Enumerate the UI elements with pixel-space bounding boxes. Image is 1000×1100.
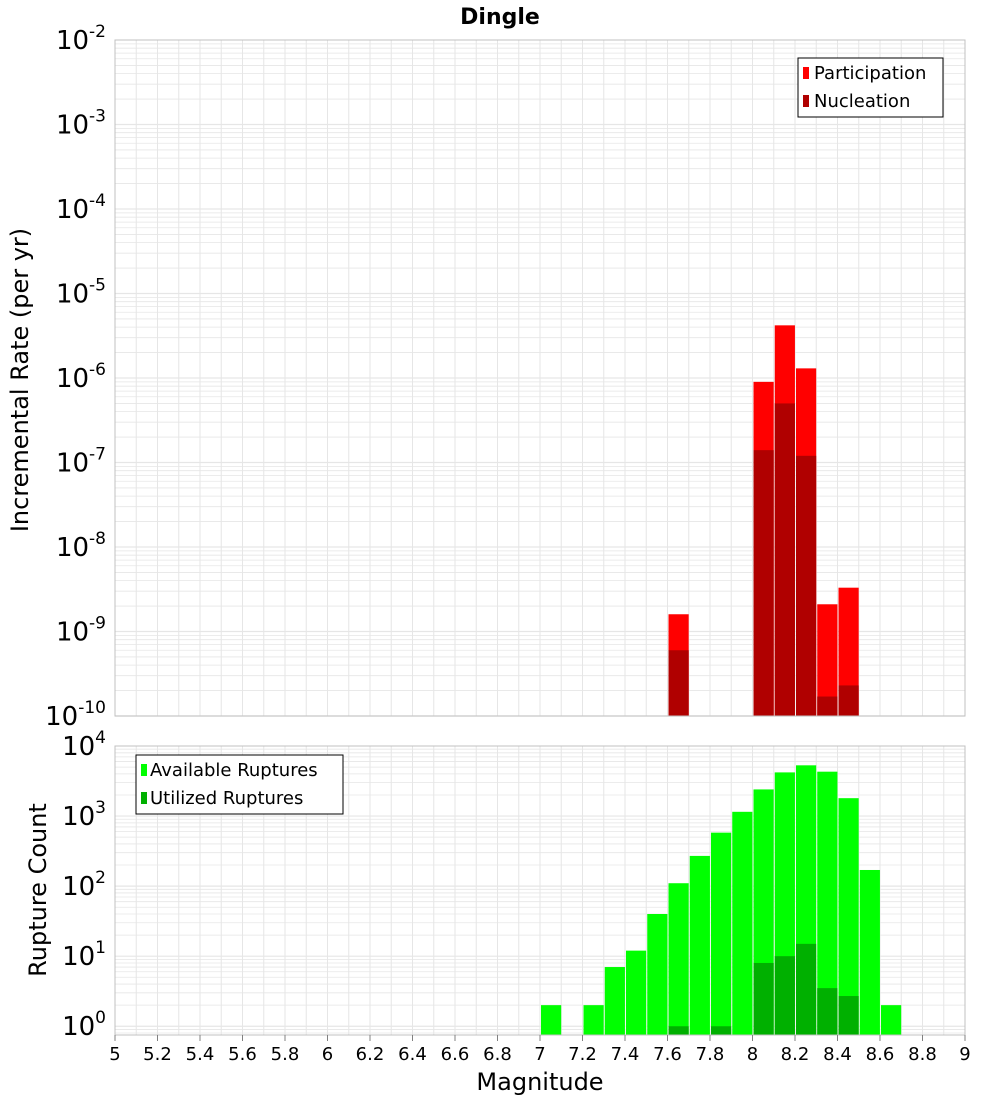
rate-y-tick-label: 10-2 xyxy=(56,22,106,56)
bar-available xyxy=(817,771,838,1035)
count-y-tick-label: 103 xyxy=(62,798,106,832)
rate-y-tick-label: 10-10 xyxy=(45,698,106,732)
rate-bars xyxy=(668,325,859,716)
rate-panel: 10-2 10-3 10-4 10-5 10-6 10-7 10-8 10-9 10-10 In… xyxy=(6,22,966,732)
rate-y-ticks: 10-2 10-3 10-4 10-5 10-6 10-7 10-8 10-9 10-10 xyxy=(45,22,106,732)
count-legend-box xyxy=(135,754,344,815)
count-y-tick-label: 100 xyxy=(62,1008,106,1042)
bar-utilized xyxy=(668,1026,689,1035)
bar-available xyxy=(604,967,625,1035)
x-tick-label: 8.6 xyxy=(866,1044,895,1065)
bar-available xyxy=(732,811,753,1035)
bar-nucleation xyxy=(774,403,795,716)
legend-swatch-participation xyxy=(803,67,809,79)
x-tick-label: 6.2 xyxy=(356,1044,385,1065)
rate-y-tick-label: 10-8 xyxy=(56,529,106,563)
count-y-tick-label: 104 xyxy=(62,728,106,762)
rate-y-tick-label: 10-3 xyxy=(56,107,106,141)
bar-participation xyxy=(838,587,859,716)
x-tick-label: 9 xyxy=(959,1044,970,1065)
legend-label-participation: Participation xyxy=(814,63,926,84)
rate-y-tick-label: 10-6 xyxy=(56,360,106,394)
x-tick-label: 8.2 xyxy=(781,1044,810,1065)
legend-swatch-utilized xyxy=(141,792,147,804)
rate-y-tick-label: 10-4 xyxy=(56,191,106,225)
bar-available xyxy=(583,1005,604,1035)
legend-label-nucleation: Nucleation xyxy=(814,91,910,112)
rate-legend-box xyxy=(797,57,944,118)
x-tick-label: 7.6 xyxy=(653,1044,682,1065)
legend-swatch-nucleation xyxy=(803,95,809,107)
x-tick-label: 8 xyxy=(747,1044,758,1065)
bar-available xyxy=(626,950,647,1035)
bar-utilized xyxy=(753,962,774,1035)
x-axis: 5 5.2 5.4 5.6 5.8 6 6.2 6.4 6.6 6.8 7 7.2 7.4 7.6 7.8 8… xyxy=(109,1034,971,1096)
x-tick-label: 6.6 xyxy=(441,1044,470,1065)
bar-participation xyxy=(817,604,838,716)
bar-available xyxy=(881,1005,902,1035)
x-tick-label: 5.6 xyxy=(228,1044,257,1065)
bar-available xyxy=(647,914,668,1035)
x-tick-label: 6 xyxy=(322,1044,333,1065)
rate-legend: Participation Nucleation xyxy=(797,57,944,118)
bar-utilized xyxy=(817,988,838,1035)
bar-utilized xyxy=(774,956,795,1035)
count-y-tick-label: 102 xyxy=(62,868,106,902)
x-tick-label: 7 xyxy=(534,1044,545,1065)
bar-available xyxy=(859,869,880,1035)
x-ticks: 5 5.2 5.4 5.6 5.8 6 6.2 6.4 6.6 6.8 7 7.2 7.4 7.6 7.8 8… xyxy=(109,1035,971,1065)
bar-nucleation xyxy=(817,696,838,716)
rate-y-tick-label: 10-9 xyxy=(56,614,106,648)
count-y-tick-label: 101 xyxy=(62,938,106,972)
rate-y-axis-label: Incremental Rate (per yr) xyxy=(6,228,34,532)
rate-plot-frame xyxy=(114,39,966,717)
x-tick-label: 8.4 xyxy=(823,1044,852,1065)
x-tick-label: 6.8 xyxy=(483,1044,512,1065)
x-axis-label: Magnitude xyxy=(476,1068,603,1096)
bar-nucleation xyxy=(668,650,689,716)
bar-available xyxy=(838,798,859,1035)
x-tick-label: 7.2 xyxy=(568,1044,597,1065)
legend-label-utilized: Utilized Ruptures xyxy=(150,788,303,809)
count-panel: 104 103 102 101 100 Rupture Count Available … xyxy=(24,728,966,1042)
x-tick-label: 7.8 xyxy=(696,1044,725,1065)
bar-available xyxy=(711,832,732,1035)
rate-y-tick-label: 10-7 xyxy=(56,445,106,479)
chart-title: Dingle xyxy=(460,5,540,30)
bar-available xyxy=(668,883,689,1035)
bar-utilized xyxy=(796,943,817,1035)
bar-utilized xyxy=(711,1026,732,1035)
bar-nucleation xyxy=(796,455,817,716)
bar-nucleation xyxy=(838,685,859,716)
bar-utilized xyxy=(838,996,859,1035)
rate-y-tick-label: 10-5 xyxy=(56,276,106,310)
bar-nucleation xyxy=(753,450,774,716)
bar-available xyxy=(541,1005,562,1035)
count-legend: Available Ruptures Utilized Ruptures xyxy=(135,754,344,815)
x-tick-label: 8.8 xyxy=(908,1044,937,1065)
count-y-ticks: 104 103 102 101 100 xyxy=(62,728,106,1042)
x-tick-label: 5 xyxy=(109,1044,120,1065)
x-tick-label: 7.4 xyxy=(611,1044,640,1065)
count-y-axis-label: Rupture Count xyxy=(24,803,52,977)
rate-grid xyxy=(114,40,966,717)
x-tick-label: 5.4 xyxy=(186,1044,215,1065)
x-tick-label: 6.4 xyxy=(398,1044,427,1065)
x-tick-label: 5.8 xyxy=(271,1044,300,1065)
bar-available xyxy=(689,855,710,1035)
x-tick-label: 5.2 xyxy=(143,1044,172,1065)
count-bars xyxy=(541,765,902,1035)
legend-label-available: Available Ruptures xyxy=(150,760,318,781)
legend-swatch-available xyxy=(141,764,147,776)
